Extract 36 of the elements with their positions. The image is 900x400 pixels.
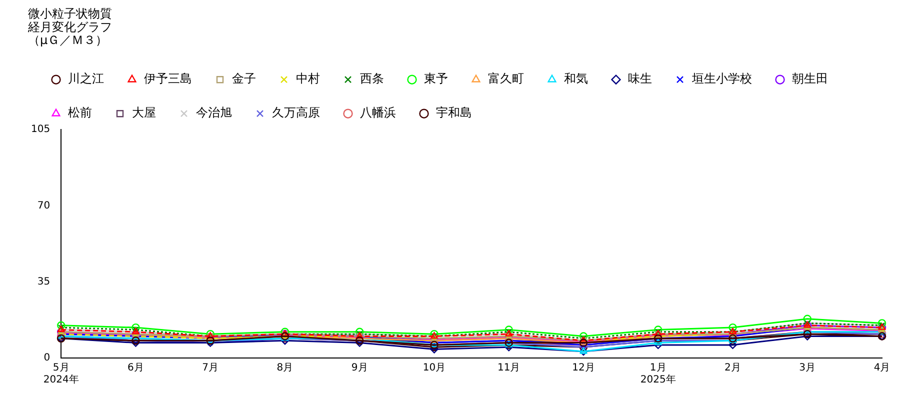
legend-label: 大屋 [132,106,156,120]
x-tick-label: 4月 [874,362,890,374]
legend-label: 中村 [296,72,320,86]
legend-label: 宇和島 [436,106,472,120]
x-tick-label: 5月 2024年 [43,362,79,386]
legend-label: 富久町 [488,72,524,86]
x-tick-label: 1月 2025年 [640,362,676,386]
x-tick-label: 8月 [276,362,294,374]
text: （μＧ／Ｍ３） [28,33,108,48]
legend-label: 今治旭 [196,106,232,120]
x-tick-label: 11月 [497,362,520,374]
legend-label: 東予 [424,72,448,86]
legend-label: 味生 [628,72,652,86]
x-tick-label: 7月 [202,362,219,374]
legend-label: 川之江 [68,72,104,86]
x-tick-label: 3月 [799,362,816,374]
y-tick-label: 105 [30,124,50,136]
x-tick-label: 2月 [724,362,741,374]
x-tick-label: 6月 [128,362,144,374]
legend-label: 朝生田 [792,72,828,86]
legend-label: 西条 [360,72,384,86]
y-tick-label: 35 [37,276,50,288]
y-tick-label: 0 [44,352,50,364]
legend-label: 久万高原 [272,106,320,120]
y-tick-label: 70 [37,200,50,212]
chart-subtitle: 経月変化グラフ [27,20,112,34]
legend-label: 垣生小学校 [691,72,752,86]
x-tick-label: 10月 [422,362,446,374]
legend-label: 松前 [68,106,92,120]
legend-label: 伊予三島 [144,72,192,86]
legend-label: 八幡浜 [360,106,396,120]
legend-label: 金子 [232,72,256,86]
chart-title: 微小粒子状物質 [28,6,112,21]
x-tick-label: 9月 [351,362,368,374]
legend-label: 和気 [564,72,588,86]
x-tick-label: 12月 [572,362,595,374]
